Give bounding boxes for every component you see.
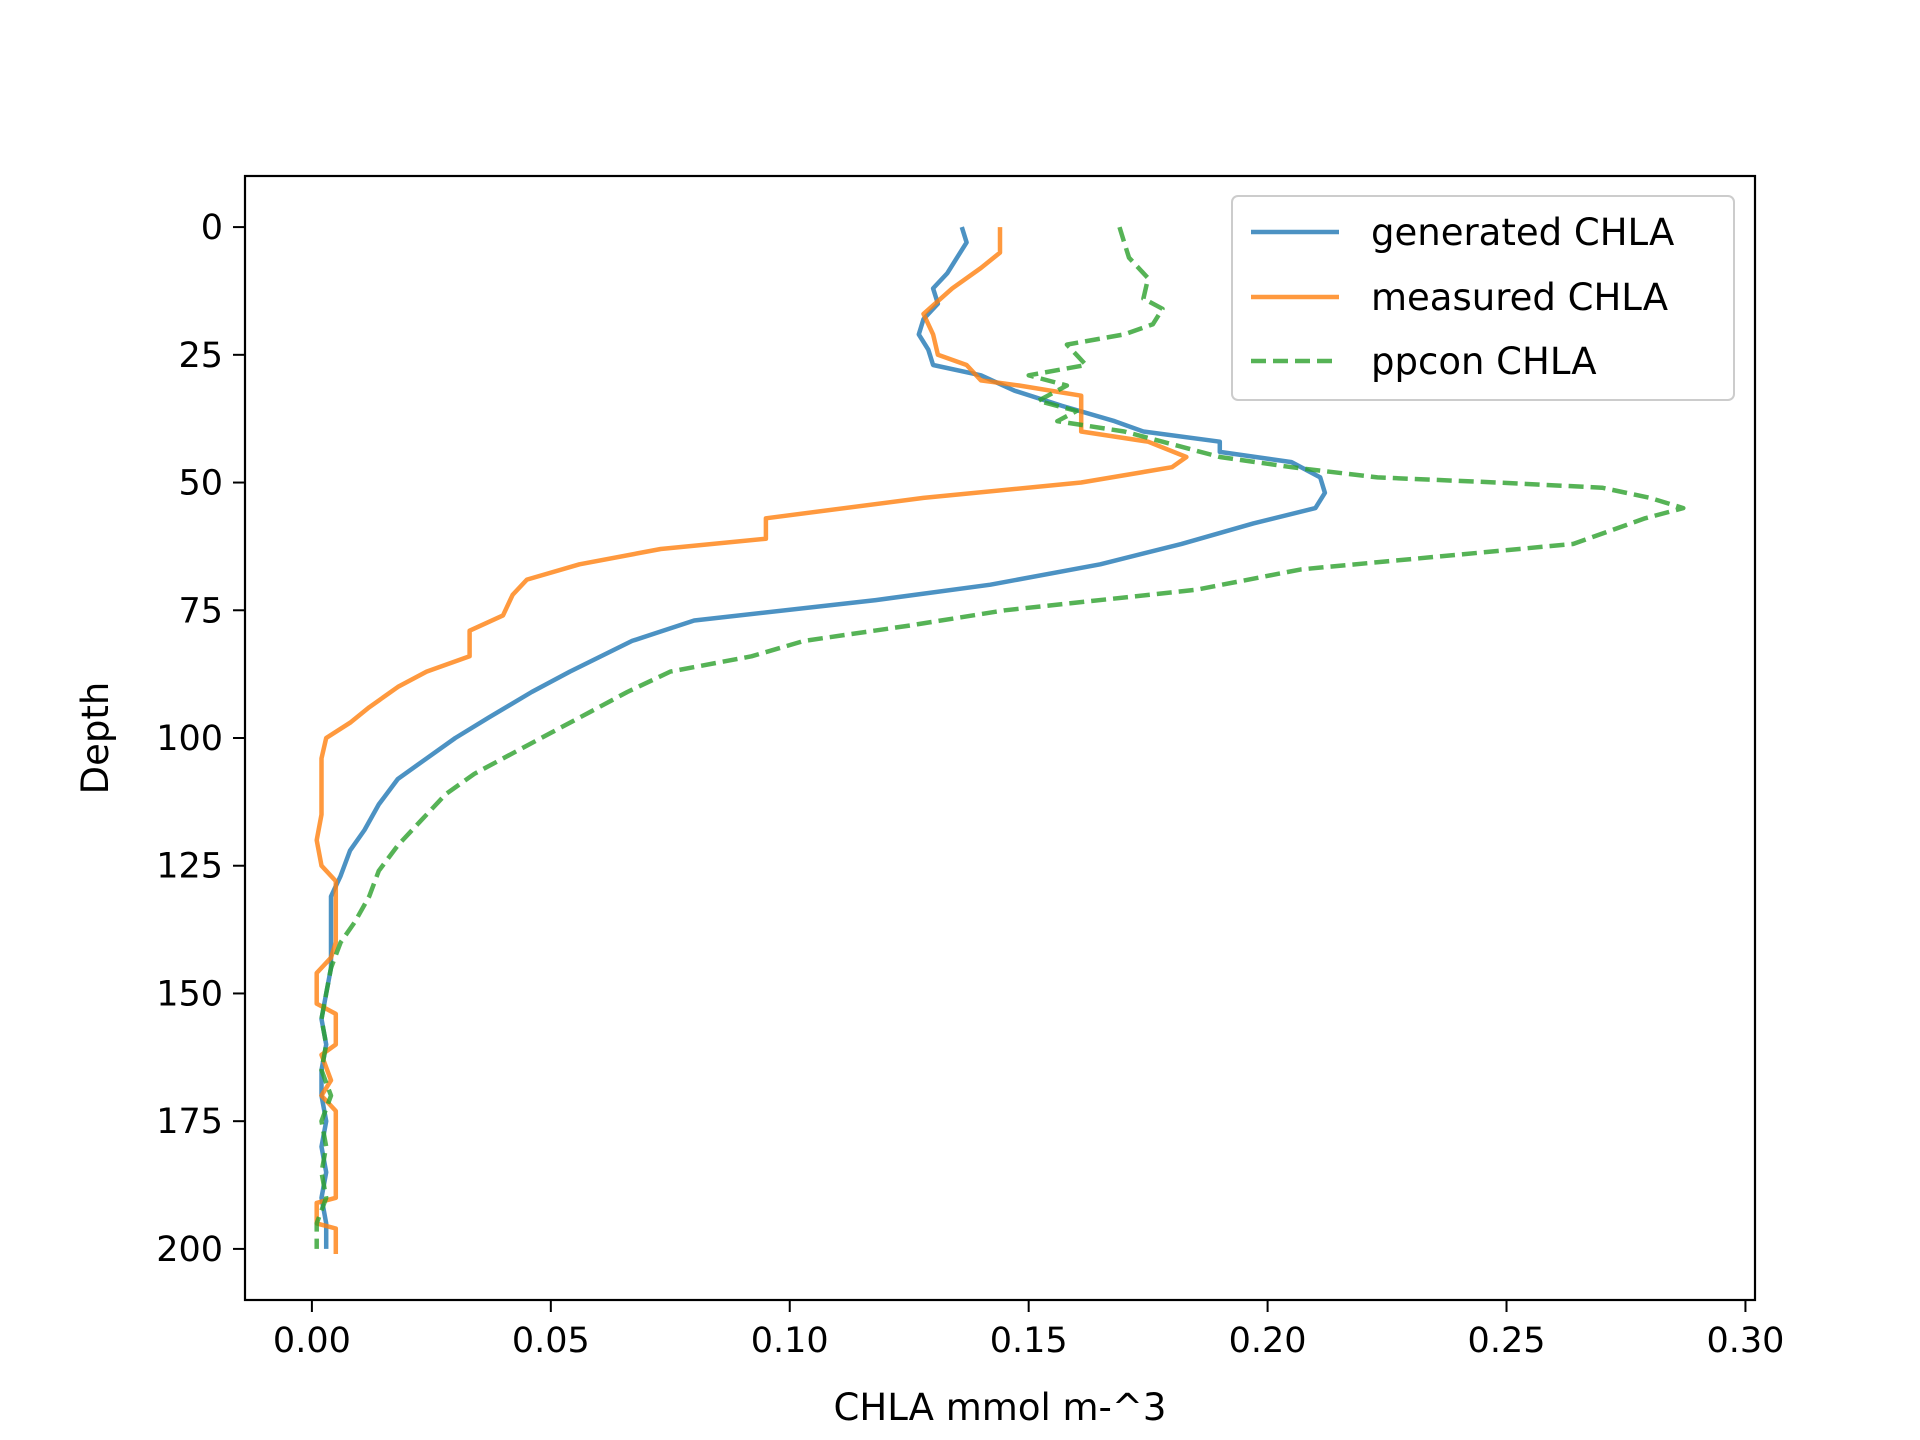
x-axis-label: CHLA mmol m-^3 xyxy=(834,1386,1167,1429)
y-tick-label: 100 xyxy=(156,719,223,759)
legend-label-measured: measured CHLA xyxy=(1371,276,1668,319)
x-tick-label: 0.10 xyxy=(751,1321,829,1361)
y-tick-label: 0 xyxy=(201,208,223,248)
y-tick-label: 200 xyxy=(156,1230,223,1270)
y-tick-label: 150 xyxy=(156,974,223,1014)
y-tick-label: 175 xyxy=(156,1102,223,1142)
series-layer xyxy=(314,226,1686,1254)
legend-label-ppcon: ppcon CHLA xyxy=(1371,340,1597,383)
y-tick-label: 50 xyxy=(178,464,223,504)
y-tick-label: 125 xyxy=(156,847,223,887)
legend-label-generated: generated CHLA xyxy=(1371,211,1674,254)
x-tick-label: 0.20 xyxy=(1229,1321,1307,1361)
x-tick-label: 0.30 xyxy=(1706,1321,1784,1361)
y-axis-label: Depth xyxy=(74,682,117,795)
x-tick-label: 0.00 xyxy=(273,1321,351,1361)
x-tick-label: 0.15 xyxy=(990,1321,1068,1361)
legend-frame xyxy=(1231,195,1735,401)
x-tick-label: 0.25 xyxy=(1468,1321,1546,1361)
legend: generated CHLA measured CHLA ppcon CHLA xyxy=(1231,195,1735,401)
series-line-2 xyxy=(314,226,1686,1249)
y-tick-label: 25 xyxy=(178,336,223,376)
y-ticks: 0 25 50 75 100 125 150 175 200 xyxy=(156,208,245,1270)
x-ticks: 0.00 0.05 0.10 0.15 0.20 0.25 0.30 xyxy=(273,1300,1784,1361)
x-tick-label: 0.05 xyxy=(512,1321,590,1361)
series-line-1 xyxy=(314,227,1189,1254)
y-tick-label: 75 xyxy=(178,591,223,631)
